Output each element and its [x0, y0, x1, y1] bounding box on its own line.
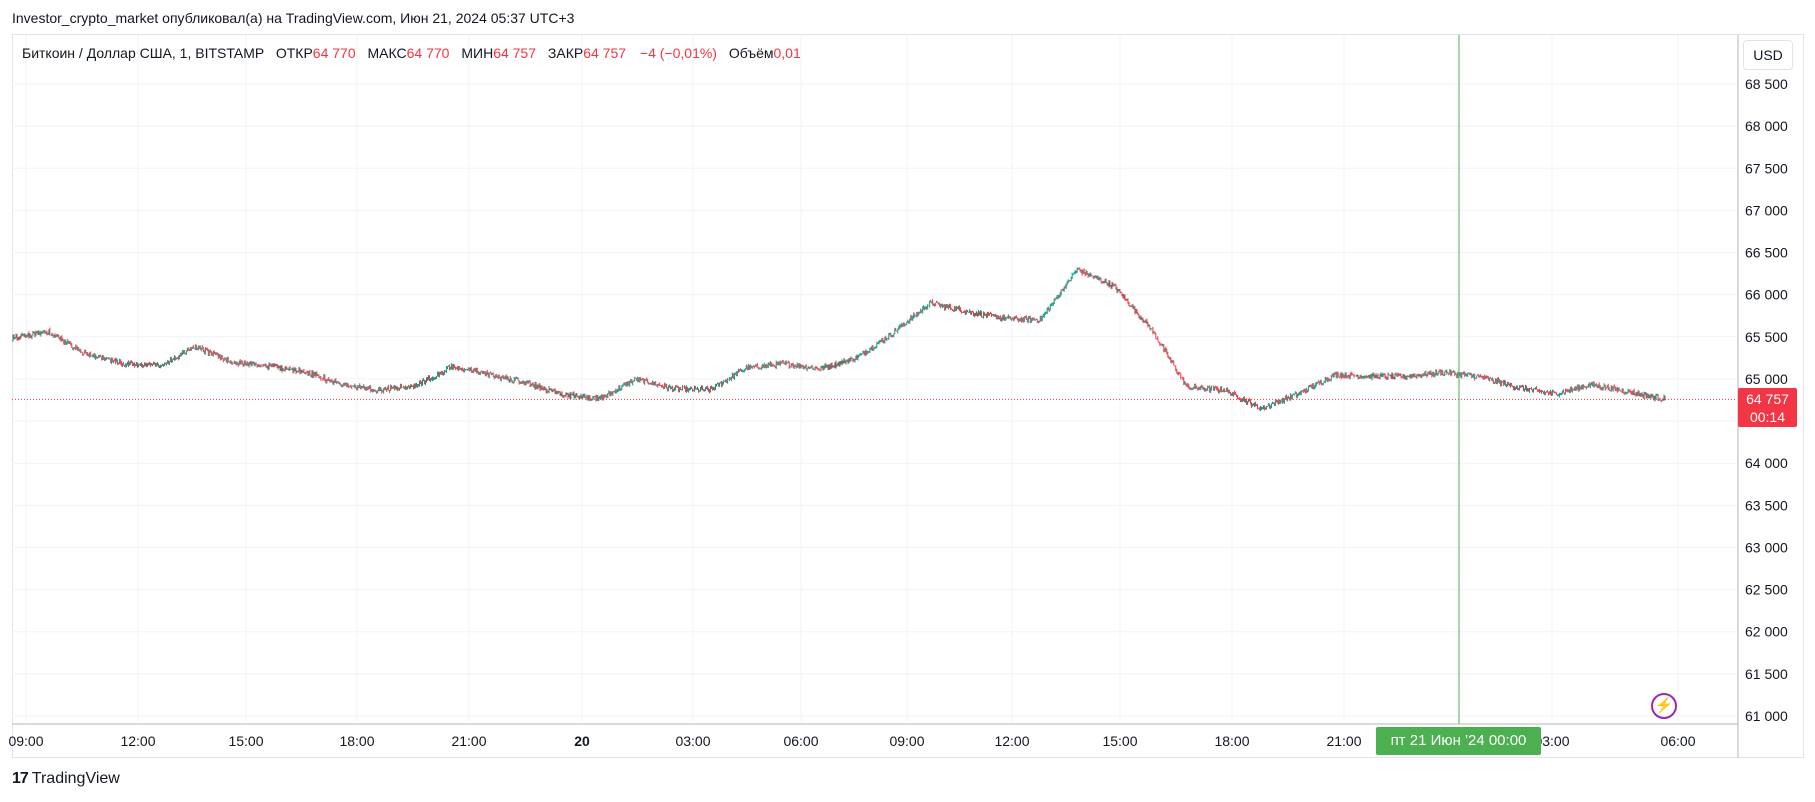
- time-axis-tick-label: 15:00: [228, 733, 263, 749]
- time-axis-tick-label: 09:00: [8, 733, 43, 749]
- chart-frame[interactable]: [12, 34, 1804, 758]
- published-by-text: Investor_crypto_market опубликовал(а) на…: [12, 10, 575, 26]
- price-axis-tick-label: 63 500: [1745, 497, 1788, 513]
- time-axis-tick-label: 18:00: [1214, 733, 1249, 749]
- legend-low-label: МИН: [461, 45, 494, 61]
- legend-open-label: ОТКР: [275, 45, 313, 61]
- price-axis-tick-label: 63 000: [1745, 539, 1788, 555]
- time-axis-tick-label: 20: [574, 733, 590, 749]
- time-axis-tick-label: 21:00: [451, 733, 486, 749]
- last-price-value: 64 757: [1746, 391, 1789, 407]
- time-axis-tick-label: 03:00: [1534, 733, 1569, 749]
- price-axis-tick-label: 67 500: [1745, 160, 1788, 176]
- time-axis-tick-label: 06:00: [783, 733, 818, 749]
- tradingview-brand[interactable]: 17 TradingView: [12, 770, 120, 788]
- legend-symbol: Биткоин / Доллар США, 1, BITSTAMP: [22, 45, 264, 61]
- legend-close-value: 64 757: [583, 45, 627, 61]
- time-axis-tick-label: 06:00: [1660, 733, 1695, 749]
- axes: 68 500 68 000 67 500 67 000 66 500 66 000 65 5…: [8, 35, 1788, 758]
- price-axis-tick-label: 67 000: [1745, 202, 1788, 218]
- chart-legend: Биткоин / Доллар США, 1, BITSTAMP ОТКР64…: [22, 45, 801, 61]
- time-axis-tick-label: 21:00: [1326, 733, 1361, 749]
- time-axis-tick-label: 12:00: [994, 733, 1029, 749]
- price-axis-tick-label: 64 000: [1745, 455, 1788, 471]
- legend-low-value: 64 757: [493, 45, 537, 61]
- chart-overlays: [12, 35, 1737, 724]
- grid-lines: [12, 35, 1737, 722]
- legend-close-label: ЗАКР: [547, 45, 584, 61]
- last-price-label: 64 757 00:14: [1738, 388, 1797, 427]
- crosshair-date-label: пт 21 Июн '24 00:00: [1376, 727, 1541, 755]
- legend-volume-label: Объём: [728, 45, 774, 61]
- price-axis-tick-label: 65 000: [1745, 371, 1788, 387]
- price-axis-tick-label: 68 500: [1745, 76, 1788, 92]
- time-axis-tick-label: 15:00: [1102, 733, 1137, 749]
- price-axis-tick-label: 68 000: [1745, 118, 1788, 134]
- price-axis-tick-label: 61 000: [1745, 708, 1788, 724]
- price-axis-tick-label: 66 000: [1745, 287, 1788, 303]
- legend-open-value: 64 770: [312, 45, 356, 61]
- bar-countdown: 00:14: [1749, 409, 1786, 425]
- time-axis-tick-label: 03:00: [675, 733, 710, 749]
- currency-button[interactable]: USD: [1743, 40, 1793, 70]
- legend-volume-value: 0,01: [773, 45, 801, 61]
- tradingview-brand-name: TradingView: [31, 770, 120, 787]
- price-axis-tick-label: 66 500: [1745, 245, 1788, 261]
- tradingview-logo-icon: 17: [12, 770, 29, 787]
- price-axis-tick-label: 62 500: [1745, 582, 1788, 598]
- time-axis-tick-label: 18:00: [339, 733, 374, 749]
- legend-change: −4 (−0,01%): [639, 45, 717, 61]
- candlestick-series: [11, 267, 1666, 412]
- price-axis-tick-label: 65 500: [1745, 329, 1788, 345]
- price-axis-tick-label: 62 000: [1745, 624, 1788, 640]
- legend-high-label: МАКС: [367, 45, 407, 61]
- time-axis-tick-label: 12:00: [120, 733, 155, 749]
- lightning-icon[interactable]: ⚡: [1651, 693, 1677, 719]
- time-axis-tick-label: 09:00: [889, 733, 924, 749]
- legend-high-value: 64 770: [406, 45, 450, 61]
- price-axis-tick-label: 61 500: [1745, 666, 1788, 682]
